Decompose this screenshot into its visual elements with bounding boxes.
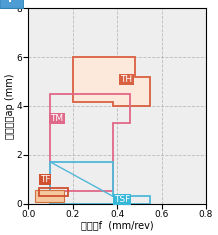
Text: TM: TM <box>50 114 64 123</box>
X-axis label: 送り：f  (mm/rev): 送り：f (mm/rev) <box>81 220 153 230</box>
FancyBboxPatch shape <box>0 0 24 8</box>
Text: TH: TH <box>120 74 133 84</box>
Text: TSF: TSF <box>114 195 130 204</box>
Polygon shape <box>35 190 64 202</box>
Text: TF: TF <box>40 175 50 184</box>
Polygon shape <box>73 57 150 106</box>
Y-axis label: 切込み：ap (mm): 切込み：ap (mm) <box>5 73 15 139</box>
Text: P: P <box>8 0 16 4</box>
